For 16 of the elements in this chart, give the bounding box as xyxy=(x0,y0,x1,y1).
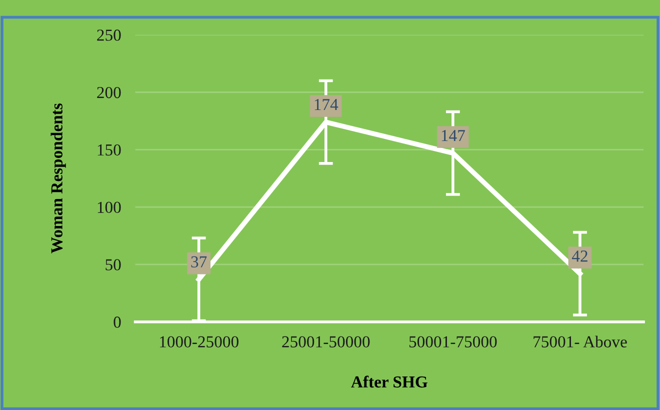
data-label: 174 xyxy=(314,99,338,110)
data-label: 37 xyxy=(191,256,207,268)
x-tick-label: 25001-50000 xyxy=(282,336,370,348)
y-tick-label: 50 xyxy=(106,259,121,270)
y-axis-title: Woman Respondents xyxy=(50,104,66,254)
y-tick-label: 150 xyxy=(98,144,121,156)
x-tick-label: 75001- Above xyxy=(534,336,627,348)
y-tick-label: 250 xyxy=(97,30,121,41)
x-axis-title: After SHG xyxy=(351,376,428,388)
y-tick-label: 0 xyxy=(114,316,121,328)
x-tick-label: 1000-25000 xyxy=(160,336,238,348)
y-tick-label: 100 xyxy=(98,202,121,213)
x-tick-label: 50001-75000 xyxy=(409,336,497,348)
data-label: 147 xyxy=(442,130,465,142)
y-tick-label: 200 xyxy=(97,86,121,98)
data-label: 42 xyxy=(572,250,588,262)
